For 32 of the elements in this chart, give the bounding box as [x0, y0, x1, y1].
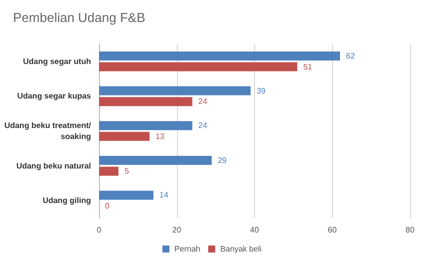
data-label: 29 [218, 156, 228, 165]
x-tick-label: 40 [250, 226, 260, 234]
bar [99, 97, 192, 106]
y-tick-label: Udang giling [42, 196, 92, 206]
y-tick-label: Udang segar utuh [22, 56, 92, 66]
legend-label: Banyak beli [220, 244, 262, 254]
bar [99, 86, 251, 96]
bar [99, 62, 298, 72]
x-tick-label: 80 [406, 226, 415, 234]
bar [99, 132, 150, 141]
bar [99, 52, 340, 60]
data-label: 24 [198, 97, 208, 106]
x-tick-label: 60 [328, 226, 338, 234]
data-label: 14 [159, 190, 169, 200]
bar [99, 156, 212, 165]
data-label: 24 [198, 121, 208, 130]
y-tick-label: Udang segar kupas [17, 92, 92, 101]
bar [99, 190, 154, 200]
bar [99, 166, 118, 176]
data-label: 51 [303, 62, 313, 72]
y-tick-label: Udang beku treatment/soaking [4, 121, 92, 141]
data-label: 5 [124, 166, 130, 176]
y-tick-label: Udang beku natural [16, 161, 91, 170]
legend-label: Pernah [174, 244, 200, 254]
chart-title: Pembelian Udang F&B [13, 10, 146, 25]
x-tick-label: 0 [96, 226, 102, 234]
data-label: 39 [256, 86, 266, 96]
data-label: 62 [346, 52, 356, 60]
data-label: 0 [105, 202, 110, 210]
bar [99, 121, 192, 130]
x-tick-label: 20 [172, 226, 182, 234]
data-label: 13 [156, 132, 165, 141]
